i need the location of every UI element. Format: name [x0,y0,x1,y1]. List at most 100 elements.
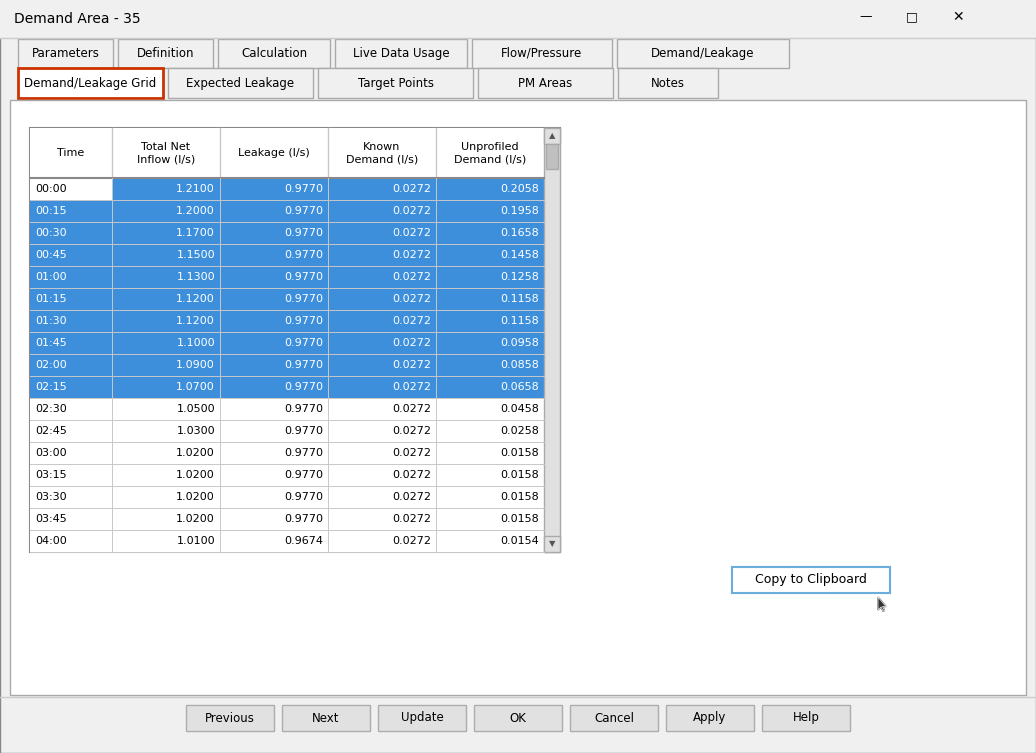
Text: 0.9770: 0.9770 [284,360,323,370]
Text: 0.0272: 0.0272 [392,514,431,524]
Bar [30,486,112,508]
Text: 0.9770: 0.9770 [284,184,323,194]
Text: Cancel: Cancel [594,712,634,724]
Text: 0.0858: 0.0858 [500,360,539,370]
Text: 0.0272: 0.0272 [392,426,431,436]
Text: 0.0272: 0.0272 [392,316,431,326]
Text: 0.0958: 0.0958 [500,338,539,348]
Bar [118,39,213,68]
Bar [220,508,328,530]
Bar [335,39,467,68]
Text: 02:15: 02:15 [35,382,66,392]
Text: 03:45: 03:45 [35,514,66,524]
Text: 01:00: 01:00 [35,272,66,282]
Bar [474,705,562,731]
Text: 01:45: 01:45 [35,338,66,348]
Bar [220,464,328,486]
Text: 04:00: 04:00 [35,536,66,546]
Text: 1.0200: 1.0200 [176,492,215,502]
Bar [436,354,544,376]
Text: Parameters: Parameters [31,47,99,59]
Bar [186,705,274,731]
Bar [30,178,112,200]
Bar [112,376,220,398]
Bar [436,508,544,530]
Text: 1.0100: 1.0100 [176,536,215,546]
Bar [30,398,112,420]
Text: 02:45: 02:45 [35,426,67,436]
Text: 0.0272: 0.0272 [392,250,431,260]
Text: OK: OK [510,712,526,724]
Bar [30,200,112,222]
Text: Calculation: Calculation [241,47,307,59]
Text: Demand Area - 35: Demand Area - 35 [15,12,141,26]
Bar [220,486,328,508]
Bar [328,376,436,398]
Bar [220,354,328,376]
Text: 01:30: 01:30 [35,316,66,326]
Bar [30,222,112,244]
Text: 03:15: 03:15 [35,470,66,480]
Bar [30,420,112,442]
Text: Total Net
Inflow (l/s): Total Net Inflow (l/s) [137,142,195,164]
Text: 0.0272: 0.0272 [392,360,431,370]
Bar [328,354,436,376]
Text: 0.9770: 0.9770 [284,514,323,524]
Bar [617,39,789,68]
Text: ▲: ▲ [549,132,555,141]
Bar [436,222,544,244]
Text: 0.0158: 0.0158 [500,448,539,458]
Bar [0,0,1036,38]
Bar [220,442,328,464]
Text: 0.9770: 0.9770 [284,228,323,238]
Text: 0.1158: 0.1158 [500,316,539,326]
Text: 0.9770: 0.9770 [284,426,323,436]
Bar [436,266,544,288]
Bar [436,486,544,508]
Text: 1.1000: 1.1000 [176,338,215,348]
Bar [318,68,473,98]
Text: 0.9770: 0.9770 [284,206,323,216]
Bar [30,376,112,398]
Text: 0.1458: 0.1458 [500,250,539,260]
Text: 0.0272: 0.0272 [392,228,431,238]
Bar [328,332,436,354]
Text: 1.0200: 1.0200 [176,470,215,480]
Text: —: — [860,11,872,23]
Text: Time: Time [57,148,85,158]
Bar [544,536,560,552]
Bar [18,68,163,98]
Text: Flow/Pressure: Flow/Pressure [501,47,582,59]
Text: Known
Demand (l/s): Known Demand (l/s) [346,142,419,164]
Text: 0.0158: 0.0158 [500,470,539,480]
Bar [112,354,220,376]
Bar [618,68,718,98]
Bar [570,705,658,731]
Bar [220,222,328,244]
Bar [220,376,328,398]
Text: 00:15: 00:15 [35,206,66,216]
Bar [30,244,112,266]
Text: 0.0272: 0.0272 [392,492,431,502]
Text: 00:45: 00:45 [35,250,66,260]
Bar [732,567,890,593]
Bar [436,420,544,442]
Bar [378,705,466,731]
Text: ✕: ✕ [952,10,963,24]
Text: 0.9770: 0.9770 [284,250,323,260]
Bar [30,354,112,376]
Bar [112,530,220,552]
Text: 0.2058: 0.2058 [500,184,539,194]
Bar [436,200,544,222]
Text: 1.1200: 1.1200 [176,294,215,304]
Text: Unprofiled
Demand (l/s): Unprofiled Demand (l/s) [454,142,526,164]
Text: 0.1658: 0.1658 [500,228,539,238]
Text: 1.1500: 1.1500 [176,250,215,260]
Text: ▼: ▼ [549,539,555,548]
Text: 0.9770: 0.9770 [284,470,323,480]
Text: 1.2100: 1.2100 [176,184,215,194]
Text: 0.1958: 0.1958 [500,206,539,216]
Text: 00:30: 00:30 [35,228,66,238]
Text: 1.1200: 1.1200 [176,316,215,326]
Bar [328,244,436,266]
